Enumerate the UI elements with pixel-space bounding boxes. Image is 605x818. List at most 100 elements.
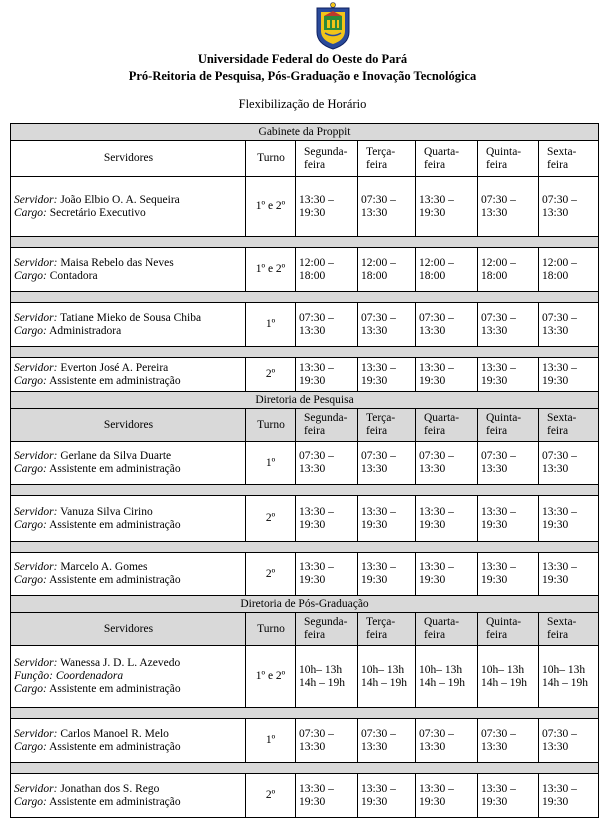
staff-row: Servidor: Vanuza Silva Cirino Cargo: Assi… — [10, 495, 600, 542]
schedule-cell: 07:30 –13:30 — [295, 302, 358, 347]
shift-cell: 1º — [245, 718, 296, 763]
server-label: Servidor: — [14, 657, 58, 669]
schedule-cell: 12:00 –18:00 — [357, 247, 416, 292]
schedule-time-line: 13:30 — [299, 324, 326, 337]
schedule-cell: 13:30 –19:30 — [537, 773, 600, 818]
staff-role-line: Cargo: Assistente em administração — [14, 519, 243, 532]
schedule-cell: 10h– 13h 14h – 19h — [295, 645, 358, 708]
schedule-time-line: 13:30 — [361, 740, 388, 753]
staff-role-line: Cargo: Secretário Executivo — [14, 207, 243, 220]
staff-info-cell: Servidor: Jonathan dos S. Rego Cargo: Ass… — [10, 773, 246, 818]
schedule-time-line: 10h– 13h — [419, 663, 463, 676]
schedule-time-line: 13:30 – — [299, 361, 334, 374]
weekday-label-line: Quinta- — [486, 145, 522, 158]
staff-role-line: Cargo: Assistente em administração — [14, 463, 243, 476]
shift-column-header: Turno — [245, 140, 296, 177]
schedule-time-line: 13:30 – — [542, 782, 577, 795]
schedule-cell: 07:30 –13:30 — [477, 718, 539, 763]
schedule-cell: 12:00 –18:00 — [477, 247, 539, 292]
shift-cell: 1º e 2º — [245, 645, 296, 708]
servers-column-header: Servidores — [10, 140, 246, 177]
schedule-time-line: 07:30 – — [361, 727, 396, 740]
schedule-time-line: 13:30 – — [361, 361, 396, 374]
schedule-time-line: 07:30 – — [299, 450, 334, 462]
shift-cell: 1º e 2º — [245, 176, 296, 237]
schedule-time-line: 13:30 – — [419, 505, 454, 518]
schedule-cell: 13:30 –19:30 — [537, 357, 600, 392]
schedule-cell: 13:30 –19:30 — [295, 357, 358, 392]
schedule-time-line: 13:30 – — [542, 561, 577, 573]
schedule-cell: 13:30 –19:30 — [295, 552, 358, 596]
servers-column-header: Servidores — [10, 408, 246, 442]
server-label: Servidor: — [14, 361, 58, 374]
role-label: Cargo: — [14, 463, 47, 475]
schedule-cell: 13:30 –19:30 — [295, 176, 358, 237]
schedule-time-line: 07:30 – — [542, 311, 577, 324]
schedule-time-line: 13:30 – — [419, 361, 454, 374]
schedule-cell: 07:30 –13:30 — [537, 302, 600, 347]
weekday-label-line: Quarta- — [424, 145, 460, 158]
staff-role: Assistente em administração — [49, 795, 181, 808]
schedule-cell: 13:30 –19:30 — [415, 495, 478, 542]
staff-role: Assistente em administração — [49, 574, 181, 586]
schedule-time-line: 07:30 – — [299, 727, 334, 740]
schedule-time-line: 12:00 – — [419, 256, 454, 269]
staff-role-line: Cargo: Assistente em administração — [14, 375, 243, 388]
university-name: Universidade Federal do Oeste do Pará — [197, 52, 408, 66]
weekday-label-line: feira — [304, 629, 326, 641]
schedule-time-line: 19:30 — [419, 374, 446, 387]
staff-name-line: Servidor: Marcelo A. Gomes — [14, 561, 243, 574]
schedule-time-line: 13:30 — [542, 324, 569, 337]
weekday-label-line: Sexta- — [547, 412, 577, 424]
schedule-time-line: 13:30 – — [419, 193, 454, 206]
weekday-column-header: Segunda-feira — [295, 140, 358, 177]
schedule-time-line: 13:30 — [481, 463, 508, 475]
staff-role: Contadora — [49, 269, 98, 282]
role-label: Cargo: — [14, 795, 47, 808]
section-title: Diretoria de Pesquisa — [9, 391, 600, 409]
weekday-label-line: Sexta- — [547, 616, 577, 628]
weekday-label-line: feira — [547, 629, 569, 641]
weekday-label-line: feira — [366, 629, 388, 641]
row-separator — [9, 346, 600, 358]
staff-name: Vanuza Silva Cirino — [60, 505, 153, 518]
schedule-cell: 07:30 –13:30 — [415, 302, 478, 347]
shift-cell: 1º — [245, 441, 296, 485]
schedule-cell: 07:30 –13:30 — [357, 718, 416, 763]
schedule-time-line: 13:30 — [419, 324, 446, 337]
schedule-time-line: 07:30 – — [419, 727, 454, 740]
staff-role-line: Cargo: Assistente em administração — [14, 574, 243, 587]
staff-role: Secretário Executivo — [49, 206, 146, 219]
weekday-label-line: Segunda- — [304, 412, 348, 424]
schedule-time-line: 13:30 — [361, 463, 388, 475]
staff-row: Servidor: Wanessa J. D. L. Azevedo Função… — [10, 645, 600, 708]
column-header-row: Servidores Turno Segunda-feira Terça-feira Q… — [10, 408, 600, 442]
schedule-time-line: 13:30 – — [419, 782, 454, 795]
staff-name-line: Servidor: Carlos Manoel R. Melo — [14, 728, 243, 741]
schedule-time-line: 19:30 — [481, 374, 508, 387]
staff-name-line: Servidor: Jonathan dos S. Rego — [14, 783, 243, 796]
staff-name-line: Servidor: Gerlane da Silva Duarte — [14, 450, 243, 463]
section-title: Diretoria de Pós-Graduação — [9, 595, 600, 613]
schedule-cell: 13:30 –19:30 — [415, 357, 478, 392]
schedule-time-line: 19:30 — [361, 518, 388, 531]
schedule-time-line: 07:30 – — [299, 311, 334, 324]
weekday-column-header: Quarta-feira — [415, 612, 478, 646]
schedule-cell: 13:30 –19:30 — [357, 773, 416, 818]
schedule-time-line: 13:30 — [542, 463, 569, 475]
role-label: Cargo: — [14, 518, 47, 531]
role-label: Cargo: — [14, 206, 47, 219]
schedule-cell: 13:30 –19:30 — [477, 357, 539, 392]
weekday-label-line: Quarta- — [424, 412, 460, 424]
schedule-time-line: 07:30 – — [481, 727, 516, 740]
staff-name: João Elbio O. A. Sequeira — [60, 193, 180, 206]
schedule-time-line: 19:30 — [361, 795, 388, 808]
weekday-label-line: feira — [366, 425, 388, 437]
schedule-cell: 07:30 –13:30 — [537, 176, 600, 237]
schedule-cell: 13:30 –19:30 — [477, 552, 539, 596]
schedule-time-line: 10h– 13h — [481, 663, 525, 676]
servers-column-header: Servidores — [10, 612, 246, 646]
shift-cell: 2º — [245, 552, 296, 596]
weekday-column-header: Quinta-feira — [477, 612, 539, 646]
section-header: Diretoria de Pesquisa — [9, 391, 600, 409]
